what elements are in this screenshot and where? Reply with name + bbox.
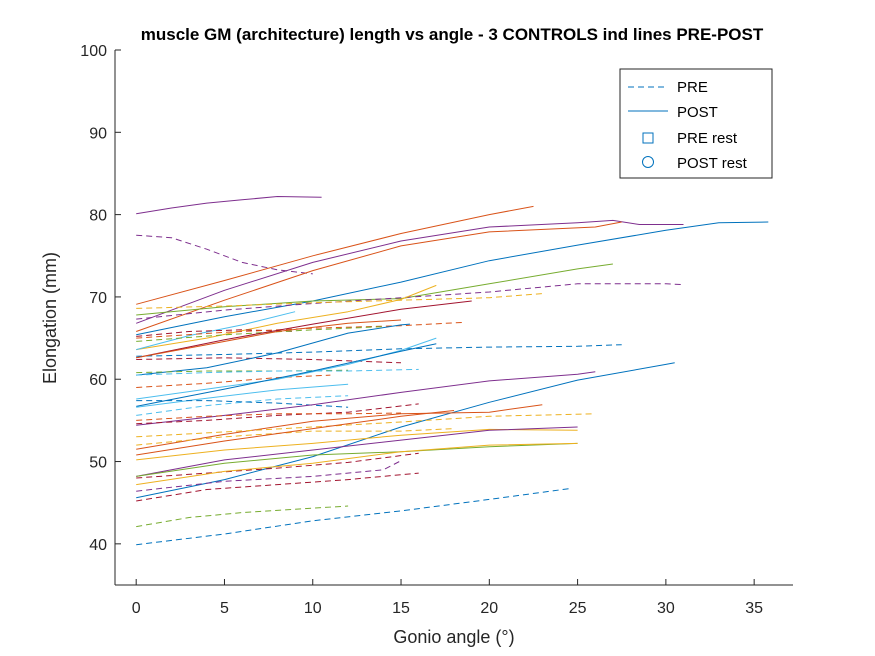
legend-marker-pre-rest (642, 132, 654, 144)
y-tick-label: 80 (89, 208, 107, 225)
y-tick-label: 70 (89, 290, 107, 307)
series-line-post (136, 337, 437, 400)
series-line-post (136, 404, 543, 450)
series-line-post (136, 311, 296, 351)
series-line-pre (136, 344, 622, 357)
chart-title: muscle GM (architecture) length vs angle… (141, 25, 764, 44)
series-line-post (136, 383, 349, 408)
series-line-post (136, 221, 622, 332)
series-line-pre (136, 460, 402, 492)
series-line-pre (136, 283, 684, 320)
x-tick-label: 35 (745, 600, 763, 617)
series-line-pre (136, 472, 419, 502)
series-line-pre (136, 395, 349, 416)
series-line-pre (136, 293, 543, 309)
series-line-pre (136, 368, 419, 376)
series-line-post (136, 442, 578, 486)
legend: PRE POST PRE rest POST rest (619, 68, 773, 179)
series-line-pre (136, 403, 419, 425)
series-line-post (136, 219, 684, 324)
x-tick-label: 10 (304, 600, 322, 617)
series-line-post (136, 196, 322, 215)
series-line-pre (136, 234, 313, 275)
x-tick-label: 20 (480, 600, 498, 617)
legend-label-pre: PRE (677, 79, 708, 96)
series-line-pre (136, 400, 349, 408)
legend-label-pre-rest: PRE rest (677, 130, 738, 147)
legend-marker-post-rest (642, 156, 654, 168)
ticks-layer: 0 5 10 15 20 25 30 35 40 50 60 70 80 90 100 (80, 43, 763, 617)
series-line-post (136, 300, 472, 359)
y-tick-label: 60 (89, 372, 107, 389)
series-line-pre (136, 428, 455, 446)
x-tick-label: 30 (657, 600, 675, 617)
series-line-pre (136, 452, 419, 479)
series-line-post (136, 323, 410, 376)
series-line-post (136, 426, 578, 477)
y-tick-label: 100 (80, 43, 107, 60)
series-line-post (136, 263, 613, 316)
legend-box (619, 68, 773, 179)
series-line-post (136, 319, 402, 359)
series-line-pre (136, 369, 349, 374)
series-line-pre (136, 488, 569, 546)
legend-label-post-rest: POST rest (677, 155, 748, 172)
x-tick-label: 25 (569, 600, 587, 617)
series-line-post (136, 284, 437, 351)
series-line-post (136, 343, 437, 407)
series-line-pre (136, 505, 349, 528)
y-tick-label: 50 (89, 455, 107, 472)
x-tick-label: 0 (132, 600, 141, 617)
series-line-post (136, 221, 769, 336)
y-tick-label: 40 (89, 537, 107, 554)
x-axis-label: Gonio angle (°) (393, 627, 514, 647)
y-tick-label: 90 (89, 125, 107, 142)
series-line-pre (136, 413, 596, 438)
x-tick-label: 15 (392, 600, 410, 617)
series-layer (136, 196, 769, 546)
series-line-pre (136, 412, 402, 421)
series-line-post (136, 371, 596, 426)
series-line-post (136, 410, 455, 456)
series-line-pre (136, 374, 331, 388)
series-line-post (136, 205, 534, 305)
x-tick-label: 5 (220, 600, 229, 617)
series-line-post (136, 362, 675, 499)
series-line-pre (136, 321, 463, 339)
legend-label-post: POST (677, 104, 718, 121)
y-axis-label: Elongation (mm) (40, 252, 60, 384)
series-line-post (136, 442, 578, 477)
